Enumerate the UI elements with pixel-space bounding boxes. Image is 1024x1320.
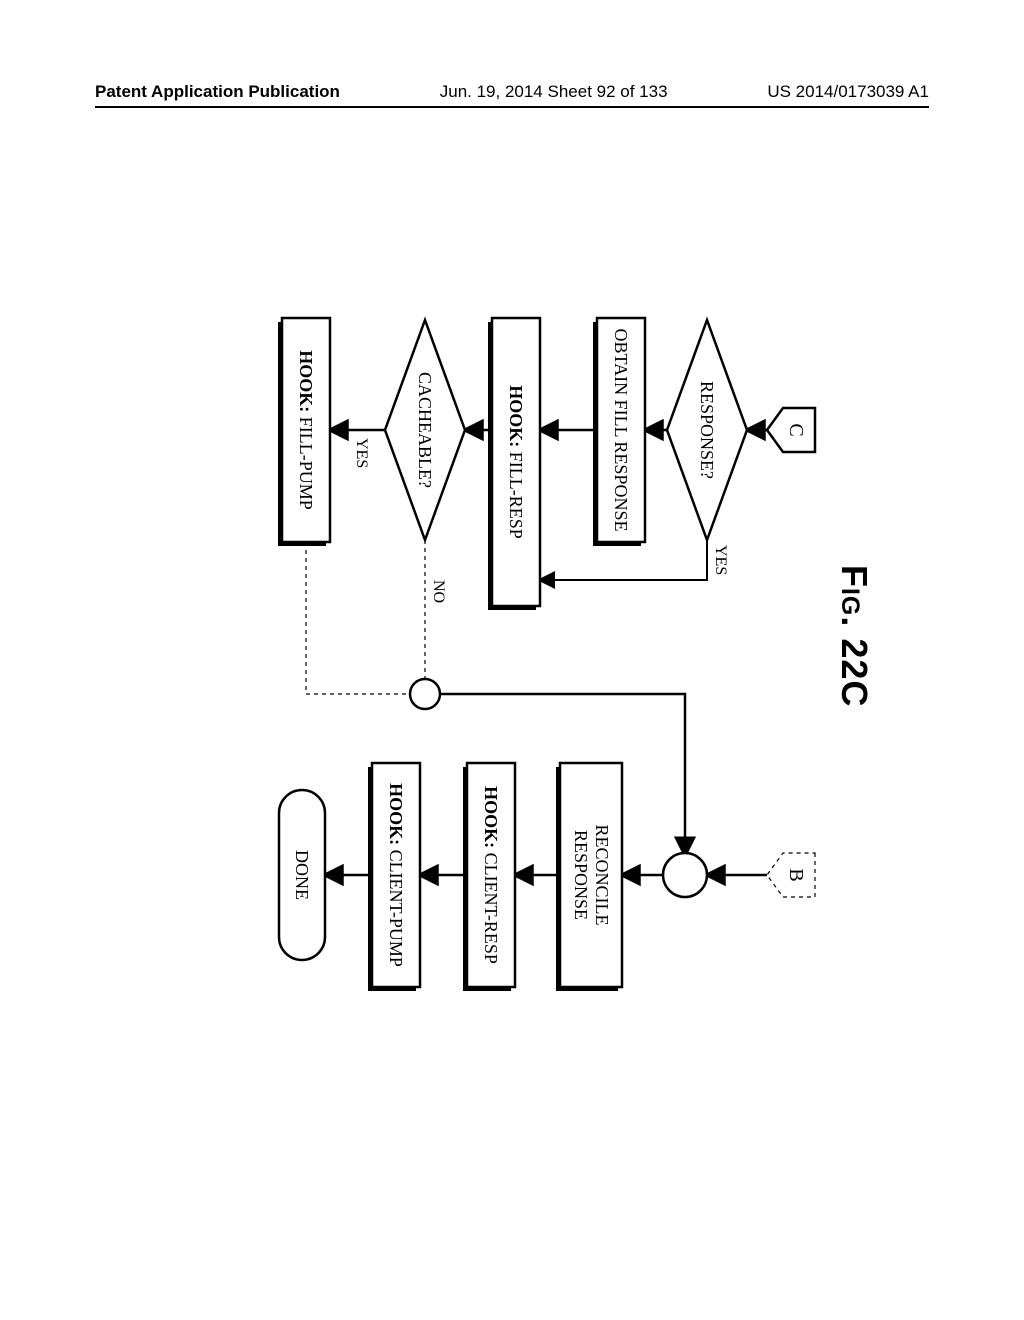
process-reconcile: RECONCILE RESPONSE (556, 763, 622, 991)
header-left: Patent Application Publication (95, 82, 340, 102)
edge-label-no: NO (429, 580, 447, 620)
flowchart: Fig. 22C C RESPONSE? YES (130, 280, 875, 1025)
figure-title: Fig. 22C (833, 565, 875, 765)
connector-b: B (767, 853, 815, 897)
connector-c: C (767, 408, 815, 452)
process-hook-fill-resp: HOOK: FILL-RESP (488, 318, 540, 610)
edge-dotted (306, 542, 410, 694)
page-header: Patent Application Publication Jun. 19, … (95, 82, 929, 108)
header-right: US 2014/0173039 A1 (767, 82, 929, 102)
flowchart-svg: Fig. 22C C RESPONSE? YES (130, 280, 875, 1025)
edge-label-yes1: YES (711, 545, 729, 585)
decision-response: RESPONSE? (667, 320, 747, 540)
process-obtain-fill: OBTAIN FILL RESPONSE (593, 318, 645, 546)
connector-junction-left (410, 679, 440, 709)
process-hook-client-resp: HOOK: CLIENT-RESP (463, 763, 515, 991)
decision-cacheable: CACHEABLE? (385, 320, 465, 540)
page: Patent Application Publication Jun. 19, … (0, 0, 1024, 1320)
process-hook-fill-pump: HOOK: FILL-PUMP (278, 318, 330, 546)
edge-label-yes2: YES (352, 438, 370, 478)
terminator-done: DONE (279, 790, 325, 960)
header-center: Jun. 19, 2014 Sheet 92 of 133 (440, 82, 668, 102)
connector-junction-right (663, 853, 707, 897)
process-hook-client-pump: HOOK: CLIENT-PUMP (368, 763, 420, 991)
